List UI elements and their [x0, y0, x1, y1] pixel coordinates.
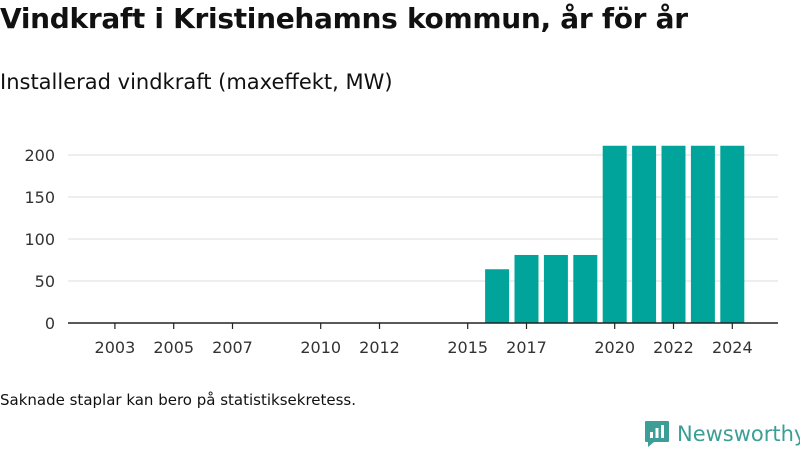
- bar: [690, 145, 715, 323]
- x-tick-label: 2022: [653, 338, 694, 357]
- bar: [514, 254, 539, 323]
- x-tick-label: 2017: [506, 338, 547, 357]
- bars: [485, 145, 745, 323]
- bar: [602, 145, 627, 323]
- x-tick-label: 2012: [359, 338, 400, 357]
- gridlines: [68, 154, 778, 282]
- y-tick-label: 100: [24, 230, 55, 249]
- chart-subtitle: Installerad vindkraft (maxeffekt, MW): [0, 70, 393, 94]
- footnote: Saknade staplar kan bero på statistiksek…: [0, 391, 357, 409]
- y-tick-label: 200: [24, 146, 55, 165]
- y-ticks: 0 50 100 150 200: [24, 146, 55, 333]
- x-tick-label: 2005: [153, 338, 194, 357]
- bar: [573, 254, 598, 323]
- newsworthy-brand[interactable]: Newsworthy: [644, 420, 800, 448]
- bar: [720, 145, 745, 323]
- y-tick-label: 50: [35, 272, 55, 291]
- bar: [632, 145, 657, 323]
- x-tick-label: 2007: [212, 338, 253, 357]
- bar: [661, 145, 686, 323]
- x-tick-label: 2003: [95, 338, 136, 357]
- brand-name: Newsworthy: [677, 422, 800, 446]
- page-title: Vindkraft i Kristinehamns kommun, år för…: [0, 2, 688, 35]
- y-tick-label: 150: [24, 188, 55, 207]
- bar: [543, 254, 568, 323]
- x-tick-label: 2010: [300, 338, 341, 357]
- newsworthy-logo-icon: [645, 421, 669, 447]
- x-tick-label: 2015: [447, 338, 488, 357]
- x-ticks: 2003 2005 2007 2010 2012 2015 2017 2020 2022 2024: [95, 323, 753, 357]
- x-tick-label: 2020: [594, 338, 635, 357]
- y-tick-label: 0: [45, 314, 55, 333]
- bar: [485, 269, 510, 323]
- x-tick-label: 2024: [712, 338, 753, 357]
